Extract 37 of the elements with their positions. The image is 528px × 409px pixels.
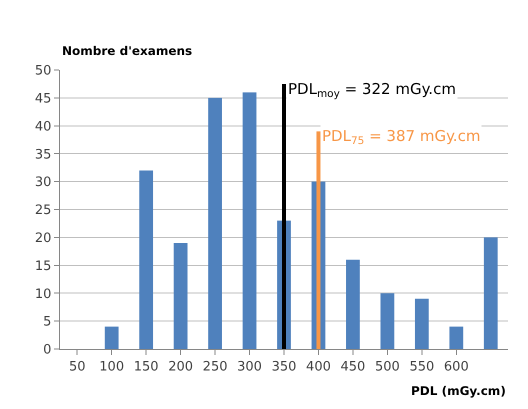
y-axis-title: Nombre d'examens — [62, 44, 192, 58]
y-tick-label: 50 — [34, 64, 52, 79]
ref-line-label: PDL$_{moy}$ = 322 mGy.cm — [288, 80, 456, 100]
bar — [242, 92, 256, 349]
bar — [174, 242, 188, 349]
x-tick-label: 200 — [168, 360, 194, 375]
x-axis-title: PDL (mGy.cm) — [411, 384, 506, 398]
x-tick-label: 150 — [134, 360, 159, 375]
ref-line-label: PDL$_{75}$ = 387 mGy.cm — [322, 127, 480, 148]
x-tick-label: 500 — [374, 360, 400, 375]
x-tick-label: 100 — [99, 360, 124, 375]
x-tick-label: 450 — [340, 360, 366, 375]
bar — [449, 326, 464, 349]
y-tick-label: 0 — [43, 342, 52, 358]
y-tick-label: 15 — [34, 258, 52, 274]
x-tick-label: 50 — [68, 360, 86, 375]
x-tick-label: 400 — [306, 360, 331, 375]
y-tick-label: 25 — [34, 203, 52, 218]
x-tick-label: 250 — [202, 360, 228, 375]
bar — [346, 260, 360, 349]
y-tick-label: 5 — [43, 314, 52, 330]
bar — [414, 298, 429, 349]
bar — [484, 237, 498, 349]
y-tick-label: 20 — [34, 230, 52, 246]
x-tick-label: 350 — [272, 360, 296, 375]
bar — [208, 98, 222, 349]
y-tick-label: 45 — [34, 91, 52, 106]
y-tick-label: 30 — [34, 175, 52, 190]
y-tick-label: 35 — [34, 147, 52, 162]
y-tick-label: 40 — [34, 119, 52, 134]
bar — [380, 293, 394, 349]
bar — [139, 170, 154, 349]
x-tick-label: 300 — [237, 360, 262, 375]
bar — [104, 326, 119, 349]
x-tick-label: 550 — [409, 360, 434, 375]
x-tick-label: 600 — [444, 360, 469, 375]
y-tick-label: 10 — [34, 286, 52, 302]
